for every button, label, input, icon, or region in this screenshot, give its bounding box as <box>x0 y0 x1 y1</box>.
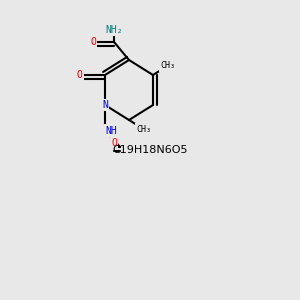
Text: C19H18N6O5: C19H18N6O5 <box>112 145 188 155</box>
Text: CH₃: CH₃ <box>136 124 152 134</box>
Text: N: N <box>102 100 108 110</box>
Text: CH₃: CH₃ <box>160 61 175 70</box>
Text: O: O <box>76 70 82 80</box>
Text: O: O <box>90 37 96 47</box>
Text: NH₂: NH₂ <box>105 25 123 35</box>
Text: O: O <box>111 137 117 148</box>
Text: NH: NH <box>105 125 117 136</box>
